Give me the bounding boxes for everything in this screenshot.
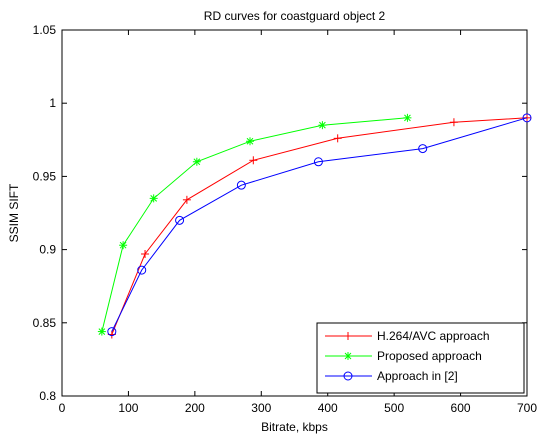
data-point xyxy=(192,157,201,166)
x-axis-label: Bitrate, kbps xyxy=(261,420,328,434)
data-point xyxy=(318,121,327,130)
data-point xyxy=(137,265,147,275)
y-axis-ticks: 0.8 0.85 0.9 0.95 1 1.05 xyxy=(33,23,527,403)
legend-label: Proposed approach xyxy=(377,349,482,363)
y-tick-label: 1.05 xyxy=(33,23,57,37)
data-point xyxy=(149,194,158,203)
y-tick-label: 0.8 xyxy=(39,389,56,403)
legend: H.264/AVC approach Proposed approach Appro… xyxy=(316,322,525,394)
x-tick-label: 400 xyxy=(318,401,338,415)
y-axis-label: SSIM SIFT xyxy=(7,183,21,242)
legend-marker xyxy=(344,352,352,360)
y-tick-label: 0.9 xyxy=(39,243,56,257)
data-point xyxy=(236,180,246,190)
series-line xyxy=(111,117,528,332)
x-tick-label: 700 xyxy=(517,401,537,415)
legend-entry: Approach in [2] xyxy=(325,369,458,383)
data-point xyxy=(119,241,128,250)
data-point xyxy=(333,134,342,143)
x-tick-label: 0 xyxy=(59,401,66,415)
data-point xyxy=(107,327,117,337)
series-2 xyxy=(97,113,412,336)
legend-marker xyxy=(343,371,353,381)
x-tick-label: 600 xyxy=(451,401,471,415)
y-tick-label: 1 xyxy=(49,96,56,110)
x-tick-label: 300 xyxy=(251,401,271,415)
legend-entry: Proposed approach xyxy=(325,349,482,363)
data-point xyxy=(245,137,254,146)
data-point xyxy=(175,215,185,225)
data-point xyxy=(449,118,458,127)
legend-box xyxy=(316,322,525,394)
x-tick-label: 100 xyxy=(118,401,138,415)
data-point xyxy=(97,327,106,336)
data-point xyxy=(522,113,532,123)
data-point xyxy=(418,144,428,154)
series-layer xyxy=(97,113,532,339)
data-point xyxy=(403,113,412,122)
chart-title: RD curves for coastguard object 2 xyxy=(204,9,386,23)
series-1 xyxy=(107,113,531,339)
legend-label: Approach in [2] xyxy=(377,369,458,383)
y-tick-label: 0.85 xyxy=(33,316,57,330)
x-tick-label: 500 xyxy=(384,401,404,415)
data-point xyxy=(141,249,150,258)
series-3 xyxy=(107,113,532,337)
legend-marker xyxy=(344,332,352,340)
data-point xyxy=(182,195,191,204)
data-point xyxy=(313,157,323,167)
x-tick-label: 200 xyxy=(185,401,205,415)
x-axis-ticks: 0 100 200 300 400 500 600 700 xyxy=(59,30,537,415)
legend-entries: H.264/AVC approach Proposed approach Appro… xyxy=(325,329,490,383)
legend-entry: H.264/AVC approach xyxy=(325,329,490,343)
y-tick-label: 0.95 xyxy=(33,169,57,183)
data-point xyxy=(249,156,258,165)
legend-label: H.264/AVC approach xyxy=(377,329,490,343)
